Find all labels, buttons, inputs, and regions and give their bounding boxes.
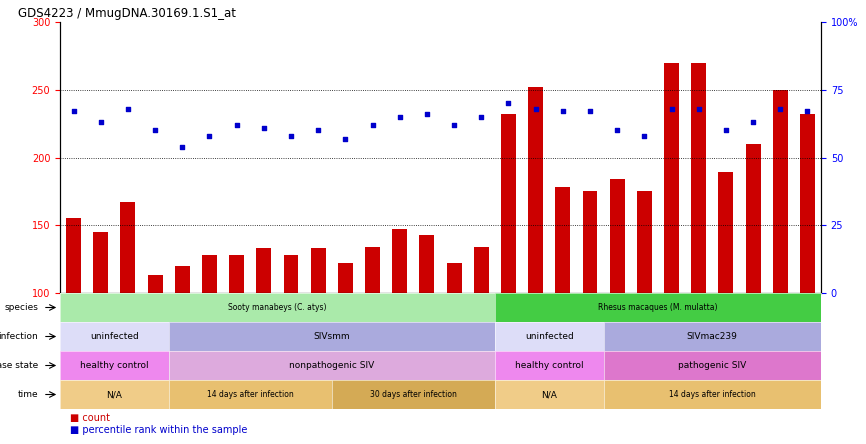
- Bar: [229, 255, 244, 293]
- Bar: [501, 114, 516, 293]
- Bar: [691, 63, 706, 293]
- Text: nonpathogenic SIV: nonpathogenic SIV: [289, 361, 374, 370]
- Text: SIVmac239: SIVmac239: [687, 332, 738, 341]
- Point: [284, 132, 298, 139]
- Point: [121, 105, 135, 112]
- Point: [583, 108, 597, 115]
- Text: 14 days after infection: 14 days after infection: [669, 390, 756, 399]
- Bar: [637, 191, 652, 293]
- Text: healthy control: healthy control: [515, 361, 584, 370]
- Text: SIVsmm: SIVsmm: [313, 332, 350, 341]
- Point: [94, 119, 107, 126]
- Point: [746, 119, 760, 126]
- Text: Sooty manabeys (C. atys): Sooty manabeys (C. atys): [228, 303, 326, 312]
- Bar: [746, 144, 760, 293]
- Bar: [474, 247, 488, 293]
- Point: [203, 132, 216, 139]
- Text: disease state: disease state: [0, 361, 38, 370]
- Point: [637, 132, 651, 139]
- Bar: [583, 191, 598, 293]
- Bar: [555, 187, 571, 293]
- Bar: [447, 263, 462, 293]
- Text: species: species: [4, 303, 38, 312]
- Text: ■ percentile rank within the sample: ■ percentile rank within the sample: [70, 424, 248, 435]
- Text: N/A: N/A: [541, 390, 557, 399]
- Text: ■ count: ■ count: [70, 413, 110, 424]
- Bar: [283, 255, 299, 293]
- Point: [148, 127, 162, 134]
- Bar: [94, 232, 108, 293]
- Bar: [147, 275, 163, 293]
- Text: uninfected: uninfected: [525, 332, 573, 341]
- Point: [800, 108, 814, 115]
- Bar: [800, 114, 815, 293]
- Bar: [338, 263, 352, 293]
- Text: GDS4223 / MmugDNA.30169.1.S1_at: GDS4223 / MmugDNA.30169.1.S1_at: [18, 7, 236, 20]
- Point: [257, 124, 271, 131]
- Point: [339, 135, 352, 142]
- Text: healthy control: healthy control: [80, 361, 149, 370]
- Point: [393, 113, 407, 120]
- Point: [501, 100, 515, 107]
- Point: [365, 121, 379, 128]
- Point: [719, 127, 733, 134]
- Point: [176, 143, 190, 150]
- Point: [447, 121, 461, 128]
- Bar: [311, 248, 326, 293]
- Point: [773, 105, 787, 112]
- Bar: [365, 247, 380, 293]
- Bar: [202, 255, 217, 293]
- Text: Rhesus macaques (M. mulatta): Rhesus macaques (M. mulatta): [598, 303, 718, 312]
- Point: [611, 127, 624, 134]
- Point: [664, 105, 678, 112]
- Bar: [772, 90, 788, 293]
- Point: [475, 113, 488, 120]
- Text: infection: infection: [0, 332, 38, 341]
- Bar: [419, 235, 435, 293]
- Point: [67, 108, 81, 115]
- Bar: [392, 229, 407, 293]
- Point: [229, 121, 243, 128]
- Bar: [256, 248, 271, 293]
- Bar: [120, 202, 135, 293]
- Point: [692, 105, 706, 112]
- Bar: [719, 172, 734, 293]
- Point: [311, 127, 325, 134]
- Text: pathogenic SIV: pathogenic SIV: [678, 361, 746, 370]
- Text: 30 days after infection: 30 days after infection: [370, 390, 456, 399]
- Text: uninfected: uninfected: [90, 332, 139, 341]
- Bar: [528, 87, 543, 293]
- Text: N/A: N/A: [107, 390, 122, 399]
- Point: [556, 108, 570, 115]
- Bar: [175, 266, 190, 293]
- Bar: [66, 218, 81, 293]
- Text: 14 days after infection: 14 days after infection: [207, 390, 294, 399]
- Text: time: time: [17, 390, 38, 399]
- Point: [420, 111, 434, 118]
- Bar: [664, 63, 679, 293]
- Point: [529, 105, 543, 112]
- Bar: [610, 179, 624, 293]
